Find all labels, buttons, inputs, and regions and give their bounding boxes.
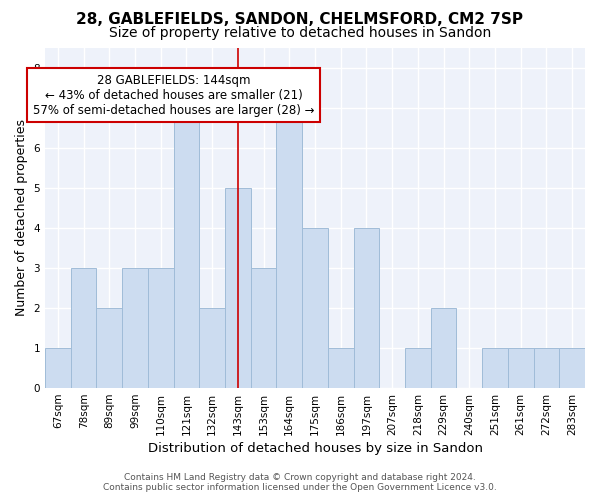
Bar [173,108,199,388]
X-axis label: Distribution of detached houses by size in Sandon: Distribution of detached houses by size … [148,442,482,455]
Bar [353,228,379,388]
Bar [45,348,71,388]
Text: 28 GABLEFIELDS: 144sqm
← 43% of detached houses are smaller (21)
57% of semi-det: 28 GABLEFIELDS: 144sqm ← 43% of detached… [33,74,314,116]
Bar [328,348,353,388]
Bar [277,108,302,388]
Text: 28, GABLEFIELDS, SANDON, CHELMSFORD, CM2 7SP: 28, GABLEFIELDS, SANDON, CHELMSFORD, CM2… [77,12,523,28]
Bar [405,348,431,388]
Bar [533,348,559,388]
Text: Size of property relative to detached houses in Sandon: Size of property relative to detached ho… [109,26,491,40]
Bar [482,348,508,388]
Bar [559,348,585,388]
Bar [302,228,328,388]
Bar [431,308,457,388]
Bar [251,268,277,388]
Bar [225,188,251,388]
Y-axis label: Number of detached properties: Number of detached properties [15,120,28,316]
Bar [71,268,97,388]
Bar [199,308,225,388]
Bar [97,308,122,388]
Text: Contains HM Land Registry data © Crown copyright and database right 2024.
Contai: Contains HM Land Registry data © Crown c… [103,473,497,492]
Bar [122,268,148,388]
Bar [508,348,533,388]
Bar [148,268,173,388]
